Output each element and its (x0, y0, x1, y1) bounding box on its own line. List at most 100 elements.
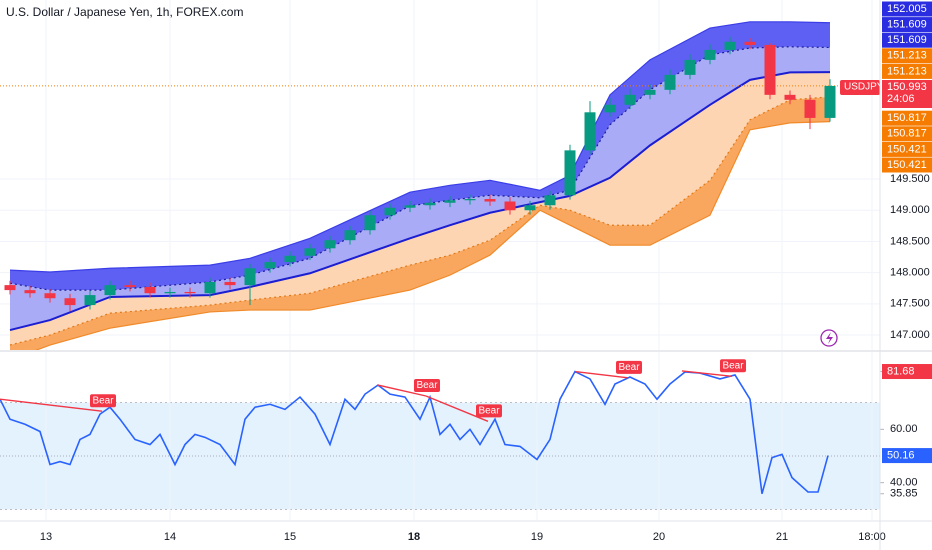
divergence-line (681, 370, 733, 377)
candle-body (464, 199, 476, 201)
candle-body (324, 240, 336, 249)
candle-body (564, 150, 576, 196)
candle-body (604, 104, 616, 113)
band-line (9, 46, 831, 291)
band-value-label: 150.421 (887, 159, 927, 171)
band-value-label: 151.213 (887, 65, 927, 77)
divergence-label: Bear (478, 405, 500, 416)
band-value-label: 150.817 (887, 128, 927, 140)
candle-body (784, 94, 796, 100)
price-pane (0, 0, 880, 350)
y-tick-label: 149.500 (890, 173, 930, 185)
divergence-line (0, 398, 103, 412)
band-value-badge (882, 157, 932, 173)
y-tick-label: 147.500 (890, 298, 930, 310)
band-value-badge (882, 32, 932, 48)
y-tick-label: 35.85 (890, 488, 918, 500)
band-value-badge (882, 17, 932, 33)
candle-body (504, 201, 516, 211)
divergence-badge (616, 360, 642, 374)
band-value-label: 150.817 (887, 112, 927, 124)
candle-body (384, 207, 396, 216)
rsi-line (0, 370, 829, 494)
band-value-badge (882, 1, 932, 17)
divergence-badge (90, 394, 116, 408)
band-value-badge (882, 141, 932, 157)
band-value-badge (882, 126, 932, 142)
divergence-label: Bear (618, 362, 640, 373)
candle-body (544, 195, 556, 206)
band-value-badge (882, 110, 932, 126)
candle-body (424, 202, 436, 206)
candle-body (144, 286, 156, 294)
band-value-label: 152.005 (887, 3, 927, 15)
x-tick-label: 14 (164, 531, 176, 543)
rsi-value-label: 81.68 (887, 365, 915, 377)
divergence-line (377, 384, 427, 397)
candle-body (44, 293, 56, 299)
x-tick-label: 21 (776, 531, 788, 543)
band-value-label: 151.609 (887, 19, 927, 31)
candle-body (764, 44, 776, 95)
alert-icon-bolt (826, 332, 833, 344)
y-tick-label: 149.000 (890, 204, 930, 216)
candle-body (344, 230, 356, 241)
symbol-label: USDJPY (844, 82, 884, 93)
candle-body (724, 41, 736, 50)
alert-icon[interactable] (820, 329, 838, 347)
candle-body (84, 295, 96, 306)
candle-body (804, 99, 816, 118)
band-fill (10, 96, 830, 350)
y-tick-label: 40.00 (890, 477, 918, 489)
band-fill (10, 46, 830, 331)
last-price-badge (882, 80, 932, 108)
candle-body (244, 268, 256, 286)
candle-body (364, 215, 376, 231)
symbol-badge (840, 80, 880, 95)
divergence-label: Bear (92, 395, 114, 406)
candle-body (524, 205, 536, 211)
rsi-value-badge (882, 448, 932, 464)
candle-body (124, 285, 136, 287)
candle-body (304, 248, 316, 256)
candle-body (624, 94, 636, 105)
candle-body (264, 262, 276, 269)
candle-body (684, 59, 696, 75)
last-price-label: 150.993 (887, 81, 927, 93)
candle-body (204, 281, 216, 294)
rsi-value-label: 50.16 (887, 449, 915, 461)
candle-body (4, 285, 16, 291)
x-tick-label: 15 (284, 531, 296, 543)
x-tick-label: 20 (653, 531, 665, 543)
candle-body (484, 199, 496, 202)
band-line (9, 96, 831, 346)
divergence-badge (414, 379, 440, 392)
band-line (9, 21, 831, 273)
y-tick-label: 60.00 (890, 423, 918, 435)
x-tick-label: 13 (40, 531, 52, 543)
candle-body (104, 285, 116, 296)
candle-body (664, 74, 676, 90)
candle-body (64, 298, 76, 306)
band-value-label: 151.213 (887, 50, 927, 62)
candle-body (24, 290, 36, 294)
candle-body (224, 281, 236, 286)
y-tick-label: 148.500 (890, 235, 930, 247)
divergence-badge (476, 404, 502, 418)
x-tick-label: 18:00 (858, 531, 886, 543)
candle-body (584, 112, 596, 151)
divergence-label: Bear (722, 360, 744, 371)
candle-body (404, 205, 416, 208)
candle-body (284, 255, 296, 263)
x-tick-label: 19 (531, 531, 543, 543)
divergence-line (574, 370, 629, 379)
rsi-value-badge (882, 364, 932, 380)
candle-body (824, 85, 836, 118)
candle-body (644, 89, 656, 95)
y-tick-label: 147.000 (890, 329, 930, 341)
band-line (9, 71, 831, 332)
band-value-label: 151.609 (887, 34, 927, 46)
chart-title: U.S. Dollar / Japanese Yen, 1h, FOREX.co… (6, 5, 243, 19)
candle-body (164, 291, 176, 294)
